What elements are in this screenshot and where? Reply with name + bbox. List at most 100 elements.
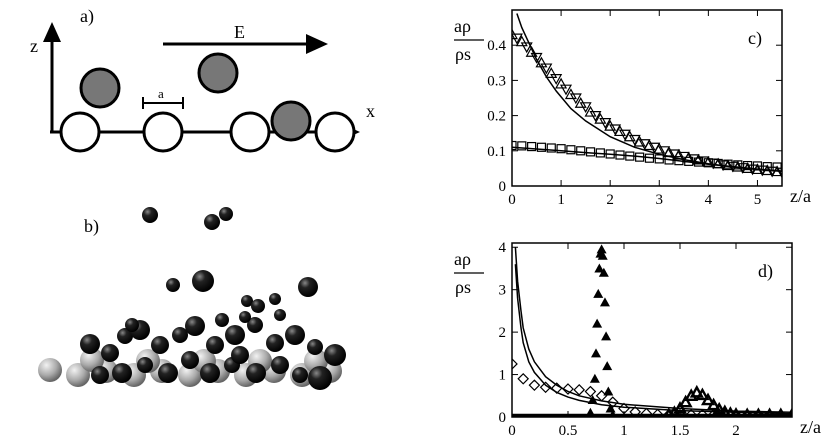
data-point bbox=[700, 392, 716, 406]
adatom-sphere bbox=[215, 313, 229, 327]
data-point bbox=[520, 42, 533, 54]
adatom-sphere bbox=[225, 325, 245, 345]
data-point bbox=[685, 409, 698, 417]
data-point bbox=[515, 35, 528, 47]
surface-atom-sphere bbox=[66, 363, 90, 387]
y-tick-label: 3 bbox=[499, 283, 507, 299]
data-point bbox=[598, 267, 609, 277]
data-point bbox=[609, 124, 622, 136]
plot-area bbox=[512, 13, 782, 179]
y-axis-label-numerator: aρ bbox=[454, 249, 471, 269]
x-tick-label: 4 bbox=[705, 192, 713, 208]
adatom-sphere bbox=[285, 325, 305, 345]
x-axis-label: z/a bbox=[800, 417, 821, 437]
x-tick-label: 5 bbox=[754, 192, 762, 208]
data-point bbox=[512, 140, 517, 151]
data-point bbox=[539, 381, 552, 394]
data-point bbox=[555, 77, 568, 89]
adatom-sphere bbox=[151, 336, 169, 354]
data-point bbox=[689, 384, 704, 398]
y-tick-label: 4 bbox=[499, 240, 507, 256]
adatom-sphere bbox=[247, 317, 263, 333]
atom-cluster bbox=[38, 207, 346, 390]
adatom-sphere bbox=[101, 344, 119, 362]
data-point bbox=[638, 139, 651, 150]
x-axis-label: z/a bbox=[790, 186, 811, 206]
adatom-sphere bbox=[112, 363, 132, 383]
surface-atom bbox=[59, 111, 101, 153]
y-tick-label: 0 bbox=[499, 410, 507, 426]
series-line bbox=[514, 264, 792, 415]
y-tick-label: 0 bbox=[499, 179, 507, 195]
data-point bbox=[536, 142, 547, 152]
x-tick-label: 2 bbox=[606, 192, 614, 208]
data-point bbox=[593, 288, 604, 298]
data-point bbox=[695, 387, 710, 401]
y-tick-label: 0.3 bbox=[487, 73, 506, 89]
data-point bbox=[658, 146, 671, 158]
data-point bbox=[696, 409, 709, 417]
adatom-sphere bbox=[246, 363, 266, 383]
surface-atom bbox=[229, 111, 271, 153]
data-point bbox=[592, 318, 603, 328]
x-axis-label: x bbox=[366, 101, 375, 121]
data-point bbox=[576, 146, 586, 156]
data-point bbox=[678, 394, 693, 408]
data-point bbox=[512, 358, 518, 370]
adatom-sphere bbox=[137, 357, 153, 373]
adatom-sphere bbox=[142, 207, 158, 223]
data-point bbox=[667, 149, 681, 161]
adatom-sphere bbox=[271, 356, 289, 374]
adatom-sphere bbox=[298, 277, 318, 297]
data-point bbox=[602, 361, 613, 371]
y-axis-label-numerator: aρ bbox=[454, 16, 471, 36]
data-point bbox=[525, 46, 538, 57]
adatom-sphere bbox=[308, 366, 332, 390]
data-point bbox=[528, 379, 541, 392]
x-tick-label: 2 bbox=[732, 423, 740, 439]
data-point bbox=[712, 401, 727, 415]
x-tick-label: 0 bbox=[508, 423, 516, 439]
panel-label: d) bbox=[758, 261, 773, 282]
data-point bbox=[766, 166, 779, 178]
data-point bbox=[596, 244, 607, 254]
data-point bbox=[605, 403, 616, 413]
data-point bbox=[530, 52, 543, 64]
surface-atom-sphere bbox=[38, 358, 62, 382]
adatom-sphere bbox=[200, 363, 220, 383]
adatom-sphere bbox=[206, 336, 224, 354]
data-point bbox=[559, 84, 573, 96]
z-axis-label: z bbox=[30, 36, 38, 56]
adatom-sphere bbox=[181, 351, 199, 369]
data-point bbox=[545, 67, 558, 78]
y-tick-label: 0.4 bbox=[487, 38, 506, 54]
panel-a-label: a) bbox=[80, 6, 94, 27]
data-point bbox=[606, 396, 619, 408]
data-point bbox=[566, 145, 576, 155]
y-tick-label: 1 bbox=[499, 368, 507, 384]
adatom-sphere bbox=[251, 299, 265, 313]
data-point bbox=[651, 408, 664, 417]
data-point bbox=[629, 406, 642, 417]
data-point bbox=[573, 383, 586, 396]
data-point bbox=[556, 144, 566, 154]
data-point bbox=[706, 397, 721, 411]
data-point bbox=[550, 74, 563, 85]
panel-label: c) bbox=[748, 28, 762, 49]
surface-atom bbox=[142, 111, 184, 153]
adatom-sphere bbox=[172, 327, 188, 343]
data-point bbox=[723, 159, 733, 169]
data-point bbox=[648, 142, 661, 154]
x-tick-label: 3 bbox=[656, 192, 664, 208]
spacing-label: a bbox=[158, 86, 164, 101]
data-point bbox=[623, 130, 636, 142]
y-tick-label: 0.2 bbox=[487, 109, 506, 125]
adatom-sphere bbox=[91, 366, 109, 384]
data-point bbox=[569, 93, 582, 105]
data-point bbox=[591, 348, 601, 358]
plot-frame bbox=[511, 242, 793, 418]
data-point bbox=[640, 407, 653, 417]
adatom-sphere bbox=[241, 295, 253, 307]
data-point bbox=[604, 119, 617, 131]
data-point bbox=[589, 110, 602, 122]
